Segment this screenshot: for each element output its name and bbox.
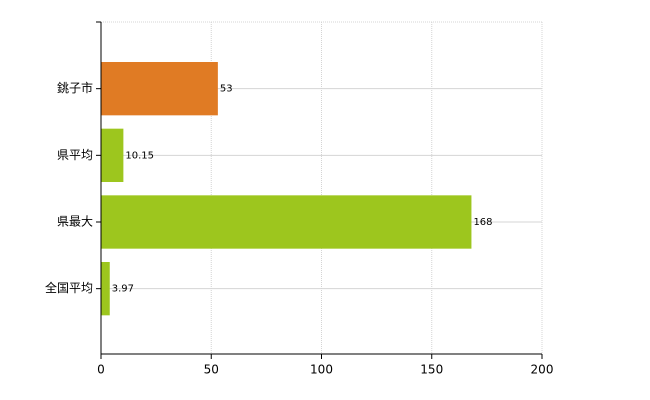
x-tick-label: 50: [204, 363, 219, 377]
value-label: 53: [220, 84, 233, 95]
y-tick-label: 県平均: [57, 148, 93, 162]
y-tick-label: 全国平均: [45, 280, 93, 295]
x-tick-label: 200: [531, 363, 554, 377]
value-label: 3.97: [112, 284, 134, 295]
bar: [101, 195, 472, 249]
y-tick-label: 銚子市: [57, 80, 93, 95]
y-tick-label: 県最大: [57, 215, 93, 229]
value-label: 168: [473, 217, 492, 228]
x-tick-label: 150: [420, 363, 443, 377]
bar: [101, 262, 110, 316]
value-label: 10.15: [125, 150, 154, 161]
bar: [101, 128, 124, 182]
bar: [101, 62, 218, 116]
x-tick-label: 0: [97, 363, 105, 377]
x-tick-label: 100: [310, 363, 333, 377]
